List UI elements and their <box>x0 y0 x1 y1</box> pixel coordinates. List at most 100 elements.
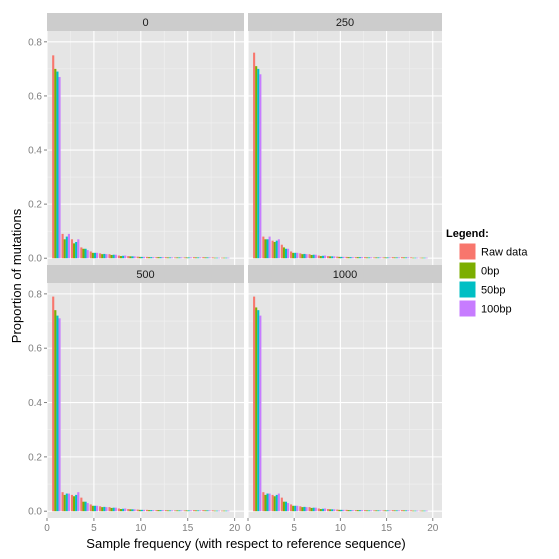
bar-50bp <box>294 252 297 259</box>
bar-50bp <box>340 256 343 259</box>
bar-raw-data <box>221 510 224 512</box>
bar-raw-data <box>117 255 120 259</box>
bar-0bp <box>338 509 341 512</box>
bar-50bp <box>103 506 106 512</box>
legend-label: 100bp <box>481 304 512 316</box>
bar-100bp <box>152 510 155 512</box>
bar-50bp <box>303 506 306 512</box>
bar-0bp <box>384 510 387 512</box>
bar-raw-data <box>299 506 302 512</box>
bar-raw-data <box>382 257 385 259</box>
y-axis-layer: 0.0 0.2 0.4 0.6 0.8 0.0 0.2 0.4 0.6 0.8 <box>28 37 47 518</box>
y-tick-label: 0.2 <box>28 452 42 463</box>
bar-0bp <box>204 257 207 259</box>
bar-0bp <box>194 257 198 259</box>
bar-100bp <box>259 315 262 512</box>
bar-raw-data <box>155 510 158 512</box>
bar-raw-data <box>89 504 92 512</box>
bar-raw-data <box>211 257 214 259</box>
bar-raw-data <box>373 510 376 512</box>
bar-50bp <box>75 242 78 259</box>
facet-strip-label: 0 <box>142 17 148 29</box>
bar-raw-data <box>271 240 274 259</box>
bar-50bp <box>187 510 190 512</box>
x-tick-label: 15 <box>182 523 194 534</box>
x-tick-label: 5 <box>91 523 97 534</box>
bar-50bp <box>206 257 209 259</box>
bar-raw-data <box>192 510 195 512</box>
bar-100bp <box>388 257 391 259</box>
bar-0bp <box>185 257 188 259</box>
bar-0bp <box>185 510 188 512</box>
bar-100bp <box>351 257 354 259</box>
bar-raw-data <box>202 510 205 512</box>
bar-50bp <box>112 254 115 259</box>
bar-0bp <box>273 242 276 259</box>
x-tick-label: 20 <box>427 523 439 534</box>
bar-50bp <box>159 257 162 259</box>
bar-100bp <box>305 254 308 259</box>
bar-100bp <box>124 508 127 512</box>
bar-100bp <box>114 254 117 259</box>
bar-50bp <box>150 510 153 512</box>
bar-100bp <box>370 257 373 259</box>
bar-50bp <box>405 257 408 259</box>
bar-50bp <box>65 493 68 512</box>
bar-raw-data <box>354 257 357 259</box>
bar-100bp <box>416 257 419 259</box>
x-tick-label: 15 <box>381 523 393 534</box>
bar-100bp <box>124 255 127 259</box>
facet-panel-500: 500 <box>46 265 244 518</box>
bar-100bp <box>208 257 211 259</box>
bar-50bp <box>187 257 190 259</box>
bar-0bp <box>110 507 113 512</box>
bar-50bp <box>266 239 269 259</box>
bar-100bp <box>105 507 108 512</box>
bar-50bp <box>423 257 426 259</box>
bar-0bp <box>319 256 322 259</box>
bar-raw-data <box>174 510 177 512</box>
bar-50bp <box>178 510 181 512</box>
bar-50bp <box>131 509 134 512</box>
x-axis-title: Sample frequency (with respect to refere… <box>86 536 405 551</box>
bar-0bp <box>176 510 179 512</box>
bar-raw-data <box>211 510 214 512</box>
x-axis-layer: 0 5 10 15 20 0 5 10 15 20 <box>44 518 439 534</box>
bar-raw-data <box>192 257 195 259</box>
bar-100bp <box>142 256 146 259</box>
bar-100bp <box>86 250 89 259</box>
bar-100bp <box>296 252 299 259</box>
y-tick-label: 0.8 <box>28 289 42 300</box>
bar-0bp <box>73 243 76 259</box>
bar-0bp <box>119 509 123 512</box>
bar-50bp <box>358 257 361 259</box>
bar-0bp <box>148 510 151 512</box>
bar-100bp <box>360 257 364 259</box>
bar-raw-data <box>363 257 367 259</box>
x-tick-label: 0 <box>44 523 50 534</box>
y-tick-label: 0.2 <box>28 200 42 211</box>
bar-100bp <box>161 510 164 512</box>
facet-panel-250: 250 <box>247 13 442 265</box>
bar-0bp <box>176 257 179 259</box>
bar-50bp <box>197 257 200 259</box>
y-tick-label: 0.0 <box>28 507 42 518</box>
bar-100bp <box>360 510 364 512</box>
bar-0bp <box>91 505 94 512</box>
bar-raw-data <box>253 52 256 259</box>
bar-0bp <box>101 507 104 512</box>
bar-0bp <box>319 509 322 512</box>
legend-swatch-raw-data <box>459 243 476 260</box>
bar-100bp <box>259 74 262 259</box>
bar-0bp <box>301 254 304 259</box>
bar-50bp <box>93 505 97 512</box>
bar-50bp <box>75 494 78 512</box>
legend-swatch-50bp <box>459 281 476 298</box>
bar-raw-data <box>89 251 92 259</box>
bar-100bp <box>397 257 400 259</box>
bar-50bp <box>84 248 87 259</box>
bar-100bp <box>227 257 230 259</box>
facet-strip <box>47 265 244 283</box>
bar-50bp <box>340 509 343 512</box>
bar-raw-data <box>108 254 111 259</box>
